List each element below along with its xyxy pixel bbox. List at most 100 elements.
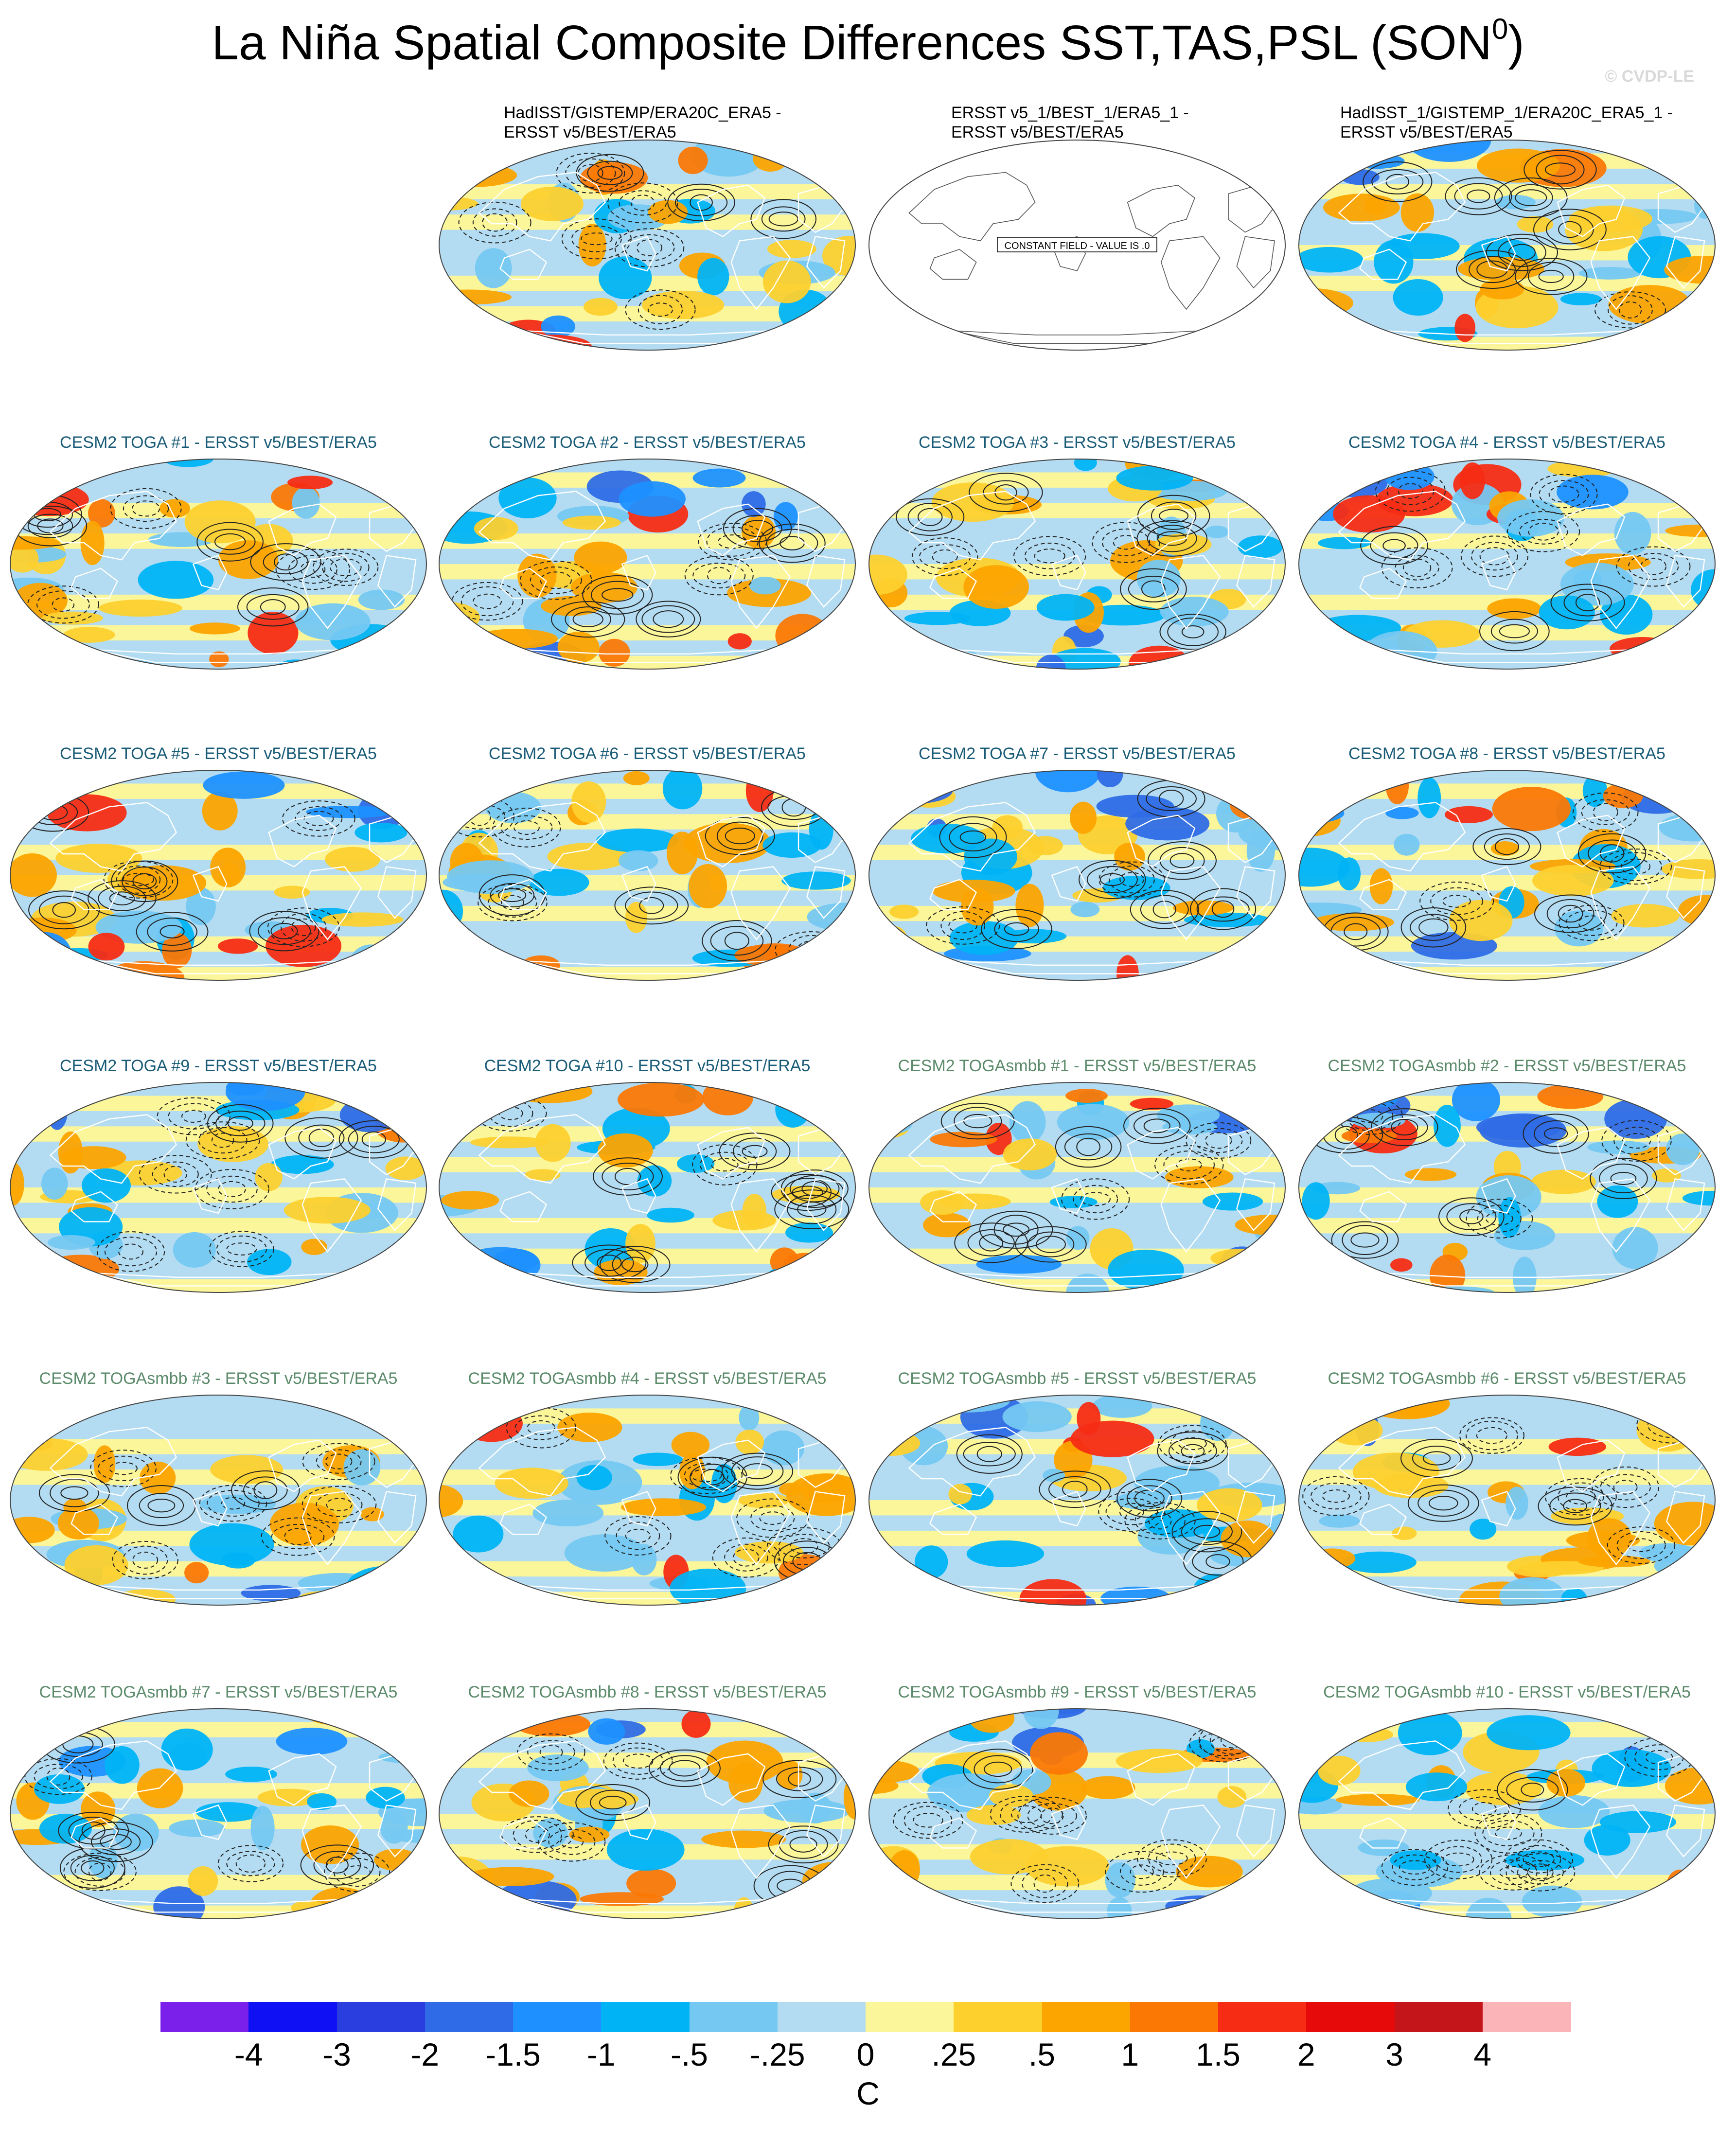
map-svg bbox=[10, 1708, 427, 1919]
map-panel: CESM2 TOGA #9 - ERSST v5/BEST/ERA5 bbox=[8, 1056, 429, 1333]
panel-title: CESM2 TOGAsmbb #2 - ERSST v5/BEST/ERA5 bbox=[1328, 1057, 1686, 1075]
map-field bbox=[10, 1082, 426, 1292]
map-field bbox=[439, 1709, 855, 1919]
map-field bbox=[869, 1709, 1285, 1919]
panel-title-line: HadISST/GISTEMP/ERA20C_ERA5 - bbox=[504, 104, 781, 122]
colorbar-swatch bbox=[160, 2002, 249, 2032]
map-field bbox=[439, 1082, 855, 1292]
map-field bbox=[10, 770, 426, 980]
map-panel: CESM2 TOGA #1 - ERSST v5/BEST/ERA5 bbox=[8, 433, 429, 710]
panel-title: CESM2 TOGAsmbb #1 - ERSST v5/BEST/ERA5 bbox=[898, 1057, 1257, 1075]
colorbar-tick-label: -.5 bbox=[670, 2036, 709, 2072]
map-field bbox=[1299, 1082, 1715, 1292]
map-panel: CESM2 TOGA #2 - ERSST v5/BEST/ERA5 bbox=[437, 433, 858, 710]
map-field bbox=[439, 1395, 855, 1605]
map-svg bbox=[10, 770, 427, 981]
colorbar-swatch bbox=[777, 2002, 866, 2032]
map-svg bbox=[1298, 770, 1716, 981]
map-field bbox=[10, 1395, 426, 1605]
map-svg bbox=[868, 1082, 1286, 1293]
map-svg bbox=[439, 1082, 856, 1293]
map-panel: CESM2 TOGA #7 - ERSST v5/BEST/ERA5 bbox=[867, 744, 1288, 1021]
colorbar-tick-label: -1.5 bbox=[485, 2036, 541, 2072]
colorbar-tick-label: 1 bbox=[1121, 2036, 1139, 2072]
map-panel: CESM2 TOGAsmbb #10 - ERSST v5/BEST/ERA5 bbox=[1296, 1682, 1718, 1960]
colorbar-swatch bbox=[337, 2002, 425, 2032]
colorbar-swatch bbox=[866, 2002, 955, 2032]
colorbar-swatch bbox=[1306, 2002, 1395, 2032]
colorbar-tick-label: 4 bbox=[1473, 2036, 1492, 2072]
panel-title-line: HadISST_1/GISTEMP_1/ERA20C_ERA5_1 - bbox=[1340, 104, 1673, 122]
map-field bbox=[439, 140, 855, 350]
panel-title: CESM2 TOGAsmbb #3 - ERSST v5/BEST/ERA5 bbox=[39, 1369, 398, 1388]
panel-title-line: ERSST v5_1/BEST_1/ERA5_1 - bbox=[951, 104, 1189, 122]
map-panel: CESM2 TOGAsmbb #3 - ERSST v5/BEST/ERA5 bbox=[8, 1369, 429, 1646]
panel-title-line: ERSST v5/BEST/ERA5 bbox=[504, 123, 676, 142]
map-panel: ERSST v5_1/BEST_1/ERA5_1 - ERSST v5/BEST/… bbox=[867, 103, 1288, 419]
panel-title: CESM2 TOGAsmbb #5 - ERSST v5/BEST/ERA5 bbox=[898, 1369, 1257, 1388]
colorbar-tick-label: 2 bbox=[1297, 2036, 1315, 2072]
panel-title: CESM2 TOGA #6 - ERSST v5/BEST/ERA5 bbox=[489, 744, 806, 763]
map-svg bbox=[10, 1082, 427, 1293]
panel-title: CESM2 TOGA #1 - ERSST v5/BEST/ERA5 bbox=[60, 433, 377, 452]
map-field bbox=[10, 459, 426, 669]
map-panel: CESM2 TOGA #5 - ERSST v5/BEST/ERA5 bbox=[8, 744, 429, 1021]
panel-title: HadISST_1/GISTEMP_1/ERA20C_ERA5_1 - ERSST… bbox=[1340, 103, 1673, 142]
map-svg bbox=[868, 1395, 1286, 1606]
map-svg bbox=[439, 1708, 856, 1919]
map-field bbox=[869, 770, 1285, 980]
map-field bbox=[869, 1395, 1285, 1605]
panel-title: CESM2 TOGA #9 - ERSST v5/BEST/ERA5 bbox=[60, 1057, 377, 1075]
map-panel: CESM2 TOGAsmbb #7 - ERSST v5/BEST/ERA5 bbox=[8, 1682, 429, 1960]
colorbar-tick-label: -4 bbox=[234, 2036, 263, 2072]
panel-title: CESM2 TOGA #2 - ERSST v5/BEST/ERA5 bbox=[489, 433, 806, 452]
map-panel: CESM2 TOGAsmbb #8 - ERSST v5/BEST/ERA5 bbox=[437, 1682, 858, 1960]
map-svg bbox=[1298, 140, 1716, 351]
colorbar-tick-label: -.25 bbox=[749, 2036, 805, 2072]
panel-title: CESM2 TOGAsmbb #7 - ERSST v5/BEST/ERA5 bbox=[39, 1683, 398, 1701]
panel-title: CESM2 TOGA #7 - ERSST v5/BEST/ERA5 bbox=[919, 744, 1236, 763]
panel-title: CESM2 TOGA #3 - ERSST v5/BEST/ERA5 bbox=[919, 433, 1236, 452]
map-panel: CESM2 TOGA #6 - ERSST v5/BEST/ERA5 bbox=[437, 744, 858, 1021]
colorbar-swatch bbox=[1482, 2002, 1571, 2032]
colorbar-swatch bbox=[1130, 2002, 1219, 2032]
map-svg bbox=[868, 770, 1286, 981]
map-panel: CESM2 TOGAsmbb #1 - ERSST v5/BEST/ERA5 bbox=[867, 1056, 1288, 1333]
colorbar-swatch bbox=[1218, 2002, 1307, 2032]
page-title: La Niña Spatial Composite Differences SS… bbox=[212, 13, 1524, 71]
map-field bbox=[1299, 459, 1715, 669]
panel-title: ERSST v5_1/BEST_1/ERA5_1 - ERSST v5/BEST/… bbox=[951, 103, 1189, 142]
map-panel: HadISST_1/GISTEMP_1/ERA20C_ERA5_1 - ERSST… bbox=[1296, 103, 1718, 419]
colorbar-swatch bbox=[513, 2002, 602, 2032]
panel-title: CESM2 TOGA #5 - ERSST v5/BEST/ERA5 bbox=[60, 744, 377, 763]
colorbar bbox=[160, 2002, 1571, 2032]
map-panel: CESM2 TOGA #4 - ERSST v5/BEST/ERA5 bbox=[1296, 433, 1718, 710]
map-field bbox=[869, 459, 1285, 669]
panel-title-line: ERSST v5/BEST/ERA5 bbox=[1340, 123, 1513, 142]
map-field bbox=[439, 459, 855, 669]
colorbar-swatch bbox=[1042, 2002, 1131, 2032]
constant-field-label: CONSTANT FIELD - VALUE IS .0 bbox=[1005, 241, 1150, 251]
credit-label: © CVDP-LE bbox=[1605, 67, 1694, 86]
map-field bbox=[1299, 1395, 1715, 1605]
colorbar-tick-label: .5 bbox=[1028, 2036, 1056, 2072]
map-panel: CESM2 TOGAsmbb #4 - ERSST v5/BEST/ERA5 bbox=[437, 1369, 858, 1646]
colorbar-swatch bbox=[954, 2002, 1043, 2032]
panel-title: CESM2 TOGAsmbb #8 - ERSST v5/BEST/ERA5 bbox=[468, 1683, 827, 1701]
map-svg bbox=[439, 770, 856, 981]
map-panel: CESM2 TOGA #10 - ERSST v5/BEST/ERA5 bbox=[437, 1056, 858, 1333]
map-svg bbox=[1298, 1082, 1716, 1293]
map-panel: CESM2 TOGAsmbb #2 - ERSST v5/BEST/ERA5 bbox=[1296, 1056, 1718, 1333]
map-svg bbox=[439, 459, 856, 670]
colorbar-swatch bbox=[1394, 2002, 1483, 2032]
map-svg bbox=[439, 1395, 856, 1606]
panel-title: CESM2 TOGAsmbb #10 - ERSST v5/BEST/ERA5 bbox=[1323, 1683, 1691, 1701]
map-svg: CONSTANT FIELD - VALUE IS .0 bbox=[868, 140, 1286, 351]
map-field bbox=[10, 1709, 426, 1919]
colorbar-tick-label: -3 bbox=[322, 2036, 351, 2072]
colorbar-tick-label: -2 bbox=[410, 2036, 440, 2072]
map-svg bbox=[10, 459, 427, 670]
panel-title: HadISST/GISTEMP/ERA20C_ERA5 - ERSST v5/BE… bbox=[504, 103, 781, 142]
map-field bbox=[1299, 140, 1715, 350]
colorbar-swatch bbox=[601, 2002, 690, 2032]
